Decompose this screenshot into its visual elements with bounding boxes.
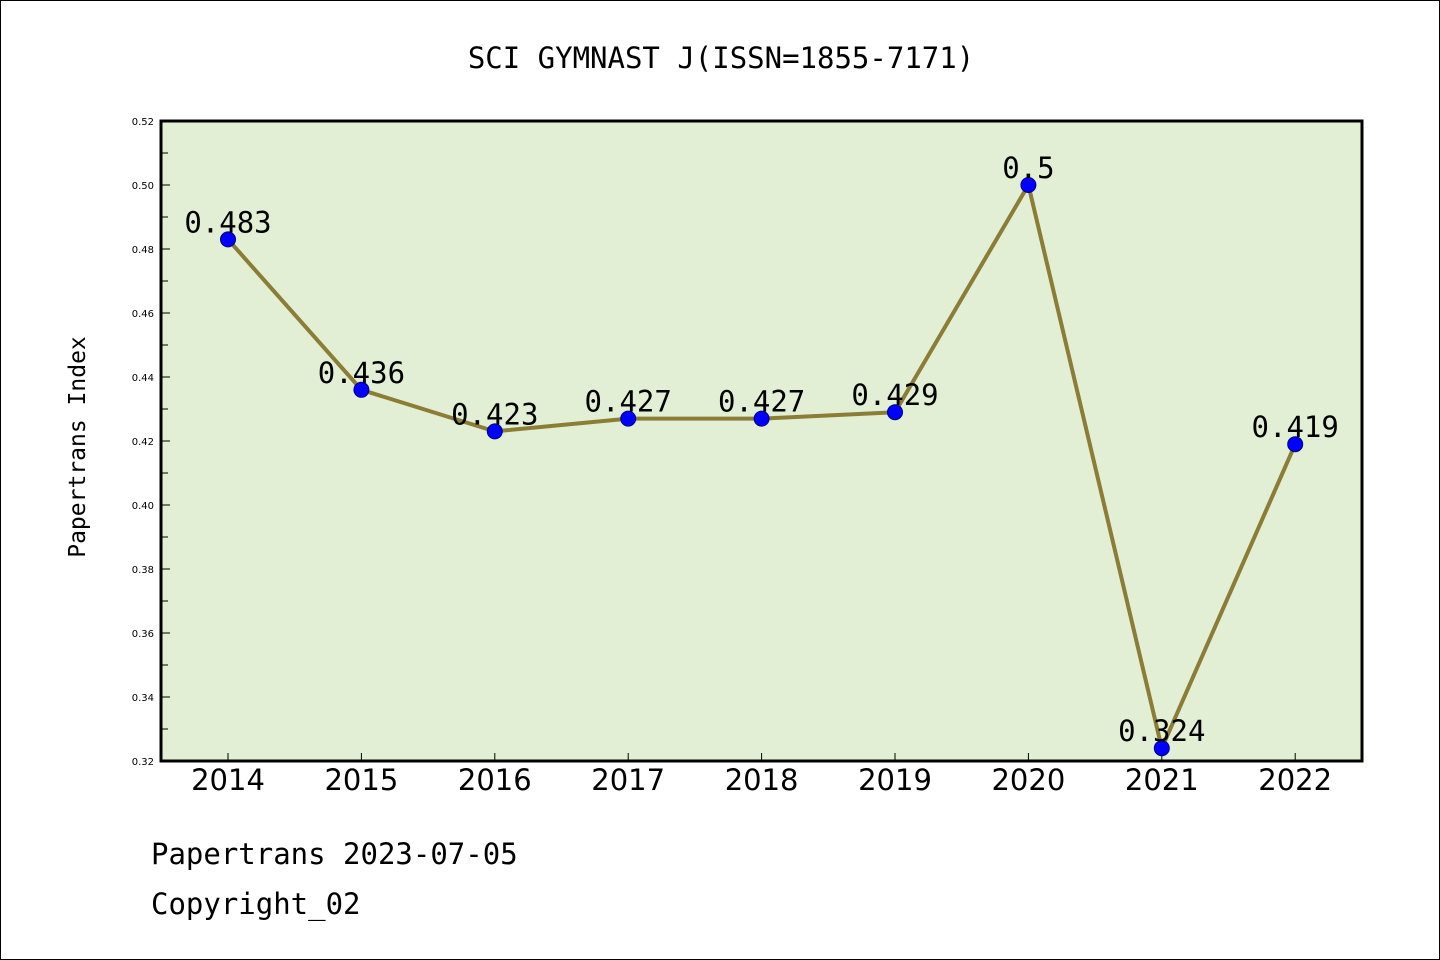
data-label: 0.427 — [585, 385, 672, 419]
data-label: 0.324 — [1118, 714, 1205, 748]
data-label: 0.423 — [451, 397, 538, 431]
chart-title: SCI GYMNAST J(ISSN=1855-7171) — [468, 41, 974, 75]
data-label: 0.5 — [1002, 151, 1054, 185]
data-labels: 0.483 0.436 0.423 0.427 0.427 0.429 0.5 0.324 0.… — [184, 151, 1339, 748]
data-label: 0.429 — [851, 378, 938, 412]
y-axis-label: Papertrans Index — [65, 336, 91, 558]
x-tick-label: 2014 — [191, 763, 265, 797]
x-tick-label: 2019 — [858, 763, 932, 797]
plot-area — [161, 121, 1362, 761]
y-tick-label: 0.40 — [132, 501, 154, 512]
data-label: 0.427 — [718, 385, 805, 419]
data-label: 0.419 — [1252, 410, 1339, 444]
y-tick-label: 0.48 — [132, 245, 154, 256]
x-tick-label: 2015 — [324, 763, 398, 797]
y-tick-label: 0.34 — [132, 693, 154, 704]
data-label: 0.483 — [184, 205, 271, 239]
y-tick-label: 0.38 — [132, 565, 154, 576]
data-point — [1153, 740, 1170, 757]
y-axis-ticks: 0.32 0.34 0.36 0.38 0.40 0.42 0.44 0.46 0.48 0.50… — [132, 117, 170, 768]
data-label: 0.436 — [318, 356, 405, 390]
y-tick-label: 0.36 — [132, 629, 154, 640]
x-tick-label: 2018 — [725, 763, 799, 797]
data-point — [620, 410, 637, 427]
plot-border — [159, 119, 1364, 763]
x-tick-label: 2022 — [1258, 763, 1332, 797]
data-markers — [220, 177, 1304, 757]
y-tick-label: 0.52 — [132, 117, 154, 128]
footer-date-text: Papertrans 2023-07-05 — [151, 837, 518, 871]
footer-copyright-text: Copyright_02 — [151, 887, 361, 921]
data-point — [220, 231, 236, 248]
x-tick-label: 2017 — [591, 763, 665, 797]
x-tick-label: 2016 — [458, 763, 532, 797]
y-tick-label: 0.42 — [132, 437, 154, 448]
data-point — [1287, 436, 1304, 453]
data-point — [1020, 177, 1037, 193]
x-tick-label: 2020 — [991, 763, 1065, 797]
data-point — [887, 404, 903, 421]
x-tick-label: 2021 — [1125, 763, 1199, 797]
data-point — [353, 381, 370, 398]
data-point — [753, 410, 770, 427]
y-tick-label: 0.32 — [132, 757, 154, 768]
y-tick-label: 0.50 — [132, 181, 154, 192]
y-tick-label: 0.46 — [132, 309, 154, 320]
data-point — [486, 423, 503, 440]
x-axis-ticks: 2014 2015 2016 2017 2018 2019 2020 2021 2022 — [191, 753, 1332, 797]
y-tick-label: 0.44 — [132, 373, 154, 384]
